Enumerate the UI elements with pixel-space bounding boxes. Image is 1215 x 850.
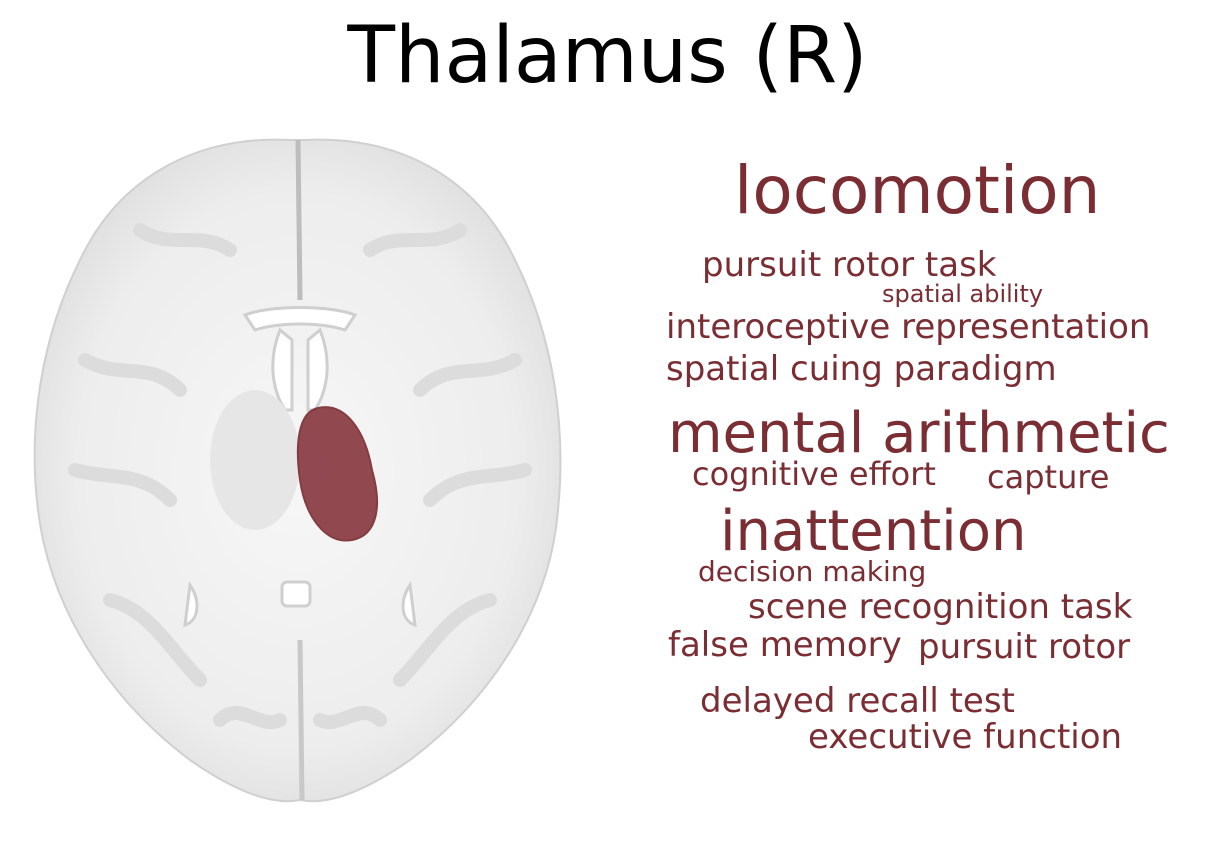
cloud-word: spatial ability: [882, 280, 1044, 308]
cloud-word: scene recognition task: [748, 587, 1133, 627]
interhemispheric-fissure: [295, 139, 303, 301]
cloud-word: interoceptive representation: [666, 307, 1151, 347]
cloud-word: spatial cuing paradigm: [666, 349, 1057, 389]
brain-axial-slice: [33, 138, 562, 803]
cloud-word: executive function: [808, 717, 1123, 757]
cloud-word: pursuit rotor task: [702, 245, 997, 285]
cloud-word: mental arithmetic: [668, 401, 1170, 466]
cloud-word: locomotion: [734, 152, 1101, 229]
cloud-word: inattention: [720, 499, 1027, 564]
left-thalamus: [210, 390, 300, 530]
posterior-fissure: [297, 639, 305, 801]
cortical-folds: [68, 223, 532, 729]
cloud-word: false memory: [668, 625, 902, 665]
cloud-word: cognitive effort: [692, 455, 936, 493]
right-thalamus-region: [296, 406, 379, 542]
cloud-word: pursuit rotor: [918, 627, 1131, 667]
cloud-word: delayed recall test: [700, 681, 1015, 721]
cloud-word: capture: [987, 458, 1110, 496]
posterior-cavities: [183, 580, 417, 628]
cloud-word: decision making: [698, 555, 927, 588]
page-title: Thalamus (R): [347, 11, 868, 101]
lateral-ventricles: [242, 306, 358, 412]
